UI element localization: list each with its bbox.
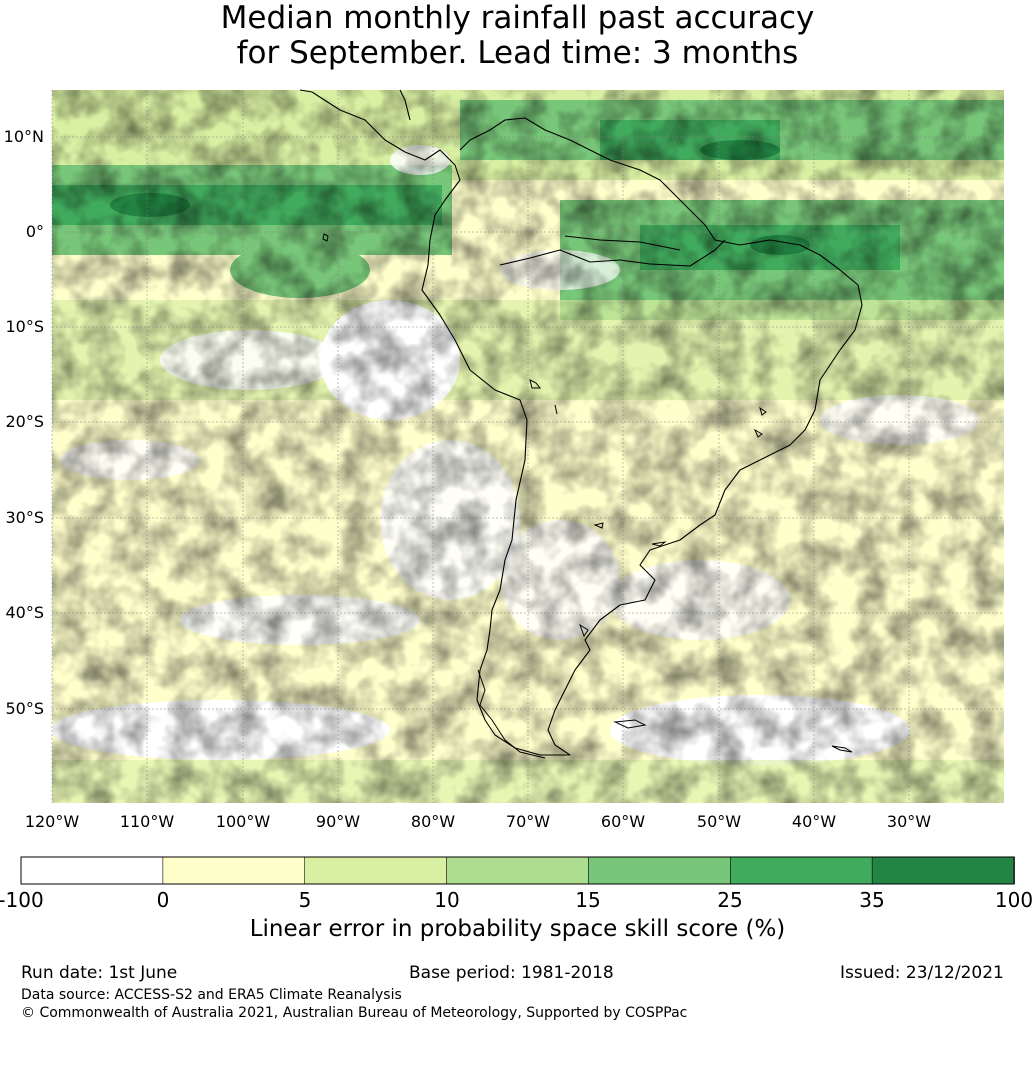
colorbar-swatch <box>446 856 590 885</box>
colorbar-tick: 5 <box>298 888 312 912</box>
lat-label-30s: 30°S <box>5 508 44 527</box>
colorbar-swatch <box>729 856 873 885</box>
lon-label-60w: 60°W <box>600 812 646 831</box>
skill-field <box>52 90 1004 803</box>
colorbar-tick: 100 <box>994 888 1034 912</box>
lon-label-90w: 90°W <box>315 812 361 831</box>
data-source: Data source: ACCESS-S2 and ERA5 Climate … <box>21 987 402 1003</box>
colorbar-tick: 25 <box>717 888 743 912</box>
colorbar-swatch <box>871 856 1015 885</box>
colorbar-tick: 10 <box>434 888 460 912</box>
colorbar-label: Linear error in probability space skill … <box>249 916 786 942</box>
islands <box>322 233 853 759</box>
issued-date: Issued: 23/12/2021 <box>840 963 1004 983</box>
lon-label-40w: 40°W <box>791 812 837 831</box>
colorbar-tick: 35 <box>859 888 885 912</box>
lat-label-0: 0° <box>25 222 44 241</box>
coastline <box>299 89 863 756</box>
skill-score-map <box>51 89 1004 803</box>
chart-title-line-1: Median monthly rainfall past accuracy <box>220 0 815 36</box>
base-period: Base period: 1981-2018 <box>409 963 614 983</box>
colorbar <box>20 856 1015 885</box>
lon-label-120w: 120°W <box>24 812 80 831</box>
gridlines <box>51 90 1004 803</box>
lat-label-10n: 10°N <box>3 127 44 146</box>
lon-label-30w: 30°W <box>886 812 932 831</box>
colorbar-swatch <box>162 856 306 885</box>
colorbar-tick: -100 <box>0 888 44 912</box>
colorbar-tick: 0 <box>156 888 170 912</box>
lon-label-70w: 70°W <box>505 812 551 831</box>
lon-label-100w: 100°W <box>215 812 271 831</box>
copyright: © Commonwealth of Australia 2021, Austra… <box>21 1005 688 1021</box>
lon-label-110w: 110°W <box>119 812 175 831</box>
lat-label-40s: 40°S <box>5 603 44 622</box>
colorbar-swatch <box>20 856 164 885</box>
lon-label-80w: 80°W <box>410 812 456 831</box>
lon-label-50w: 50°W <box>696 812 742 831</box>
lat-label-50s: 50°S <box>5 699 44 718</box>
colorbar-swatch <box>588 856 732 885</box>
colorbar-swatch <box>304 856 448 885</box>
lat-label-20s: 20°S <box>5 412 44 431</box>
colorbar-tick: 15 <box>575 888 601 912</box>
run-date: Run date: 1st June <box>21 963 178 983</box>
lat-label-10s: 10°S <box>5 317 44 336</box>
chart-title-line-2: for September. Lead time: 3 months <box>236 35 799 71</box>
